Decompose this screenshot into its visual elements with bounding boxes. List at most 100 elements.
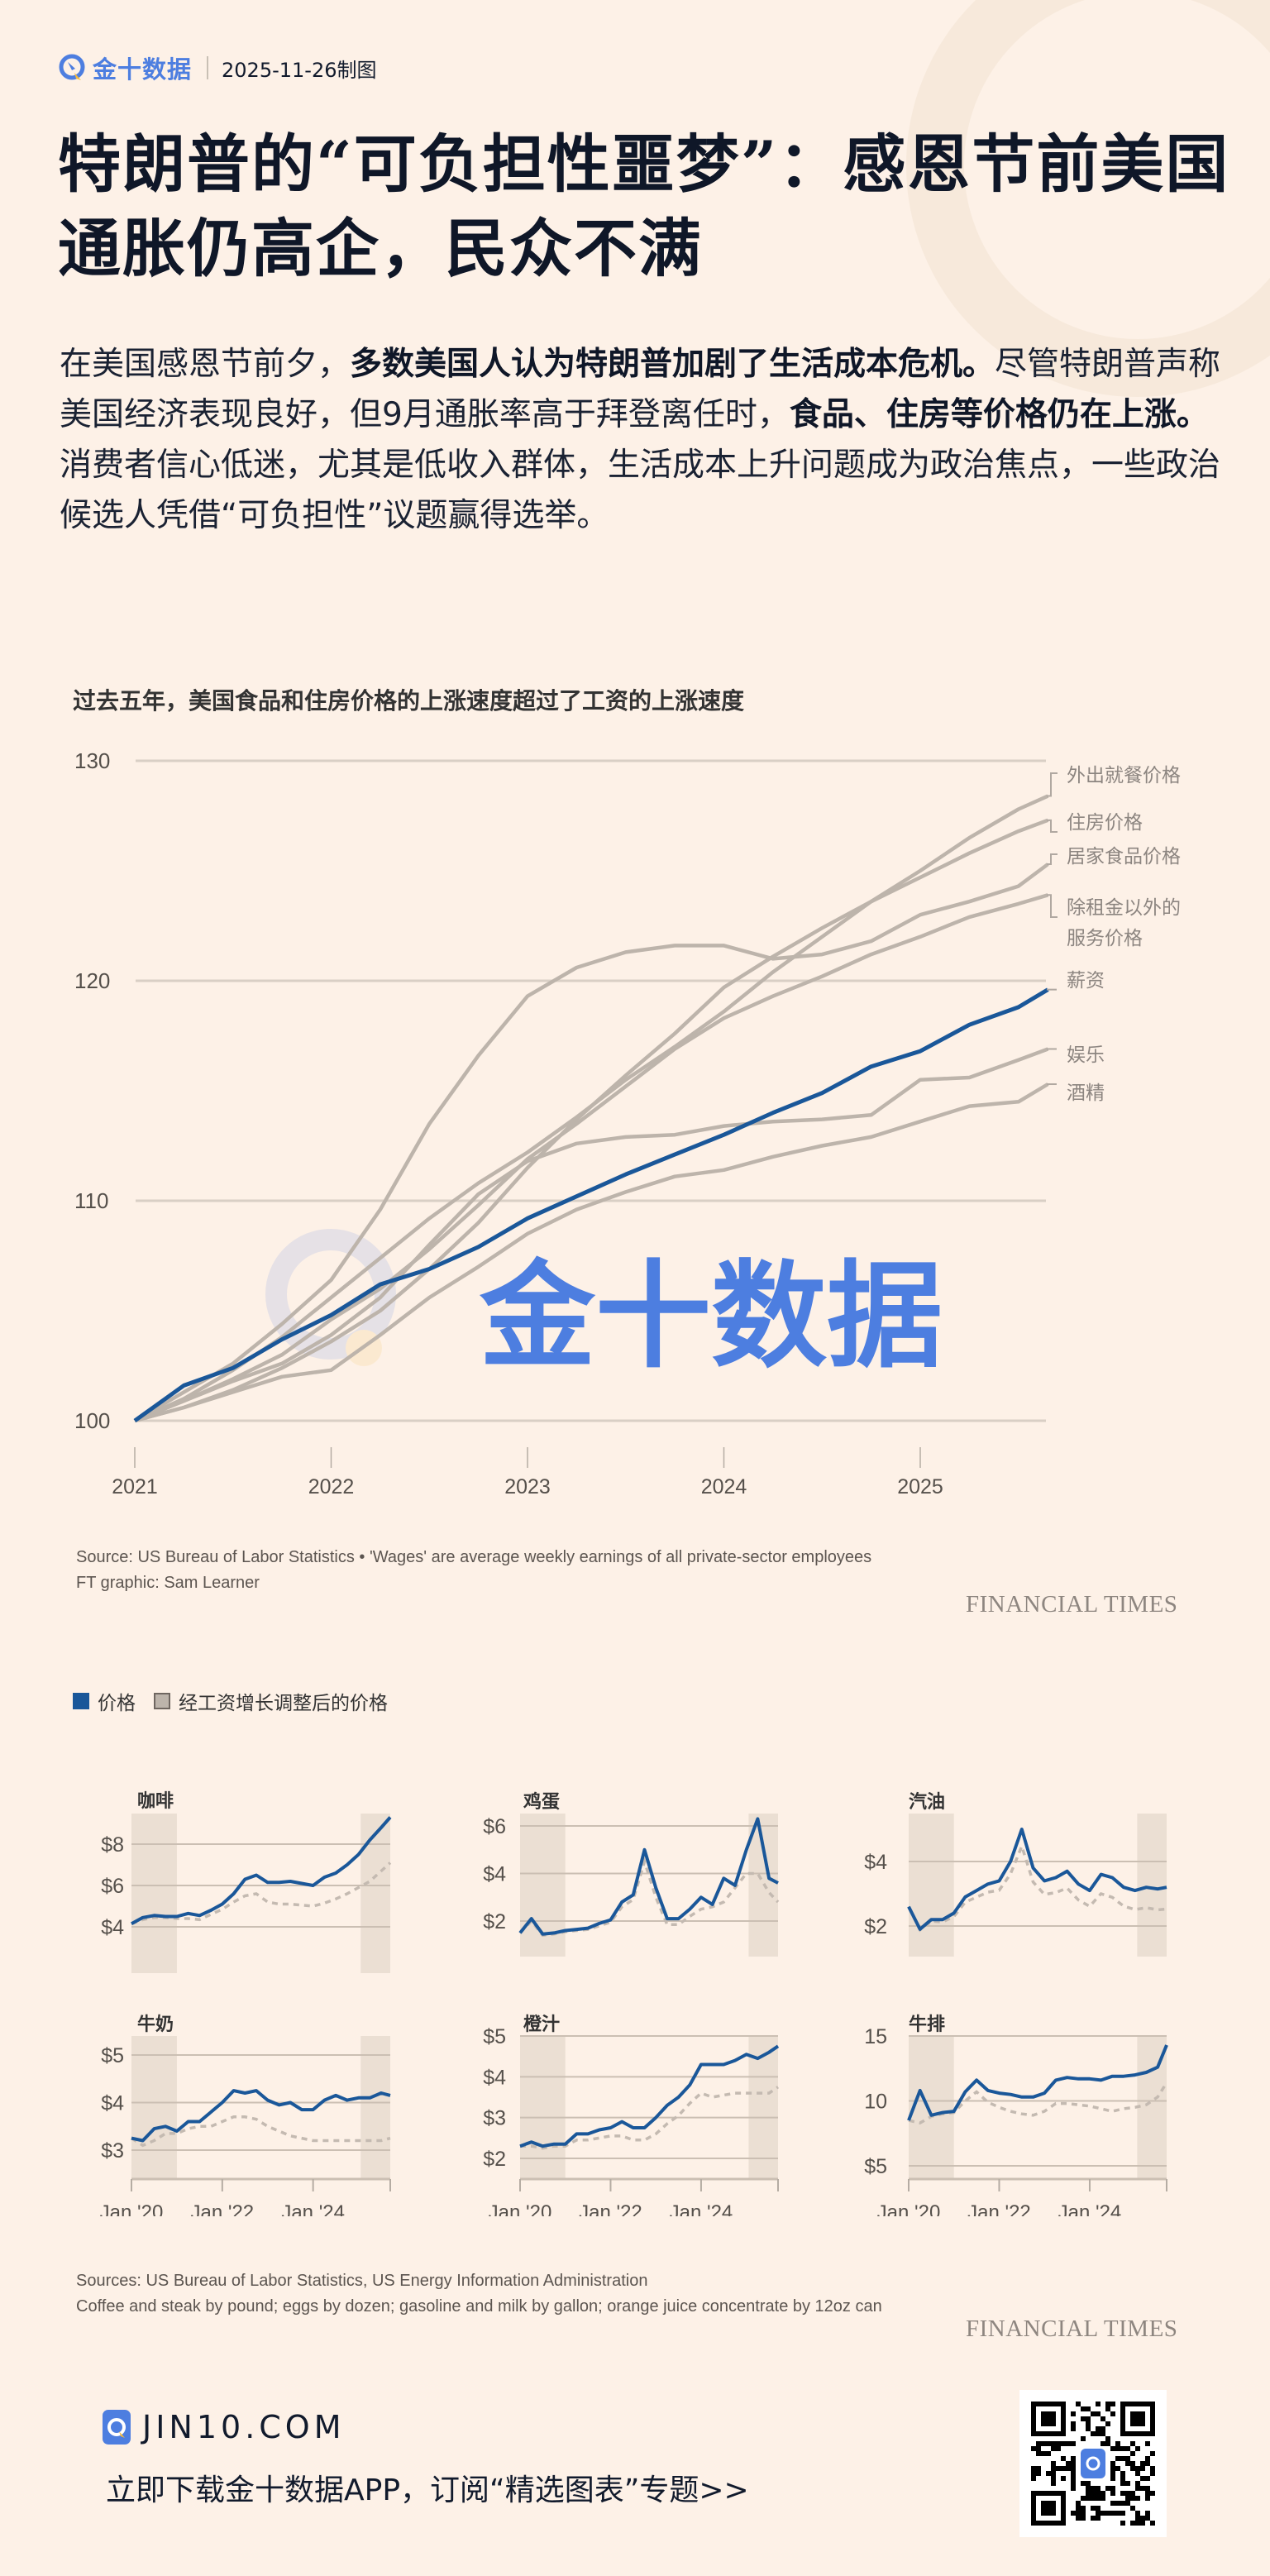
publisher-logo: FINANCIAL TIMES [966, 1591, 1178, 1618]
x-tick-label: 2023 [504, 1475, 551, 1498]
y-tick-label: 15 [864, 2025, 887, 2048]
y-tick-label: $2 [864, 1915, 887, 1938]
x-tick-label: Jan '20 [489, 2201, 552, 2216]
shaded-period [360, 1814, 390, 1973]
series-label: 酒精 [1067, 1082, 1105, 1103]
price-line [519, 2044, 780, 2148]
y-tick-label: 130 [74, 748, 110, 773]
y-tick-label: 100 [74, 1408, 110, 1433]
units-note: Coffee and steak by pound; eggs by dozen… [76, 2297, 882, 2316]
jin10-app-icon [103, 2410, 131, 2445]
intro-text: 消费者信心低迷，尤其是低收入群体，生活成本上升问题成为政治焦点，一些政治候选人凭… [60, 447, 1221, 534]
y-tick-label: $4 [483, 1863, 506, 1886]
multiples-source: Sources: US Bureau of Labor Statistics, … [76, 2268, 969, 2320]
panel-title: 牛排 [909, 2014, 945, 2034]
price-line [131, 1816, 392, 1926]
panel-title: 牛奶 [137, 2014, 174, 2034]
site-url[interactable]: JIN10.COM [142, 2409, 346, 2445]
x-tick-label: 2022 [308, 1475, 355, 1498]
y-tick-label: $4 [101, 1916, 124, 1939]
qr-code-icon[interactable] [1019, 2390, 1167, 2537]
main-chart-title: 过去五年，美国食品和住房价格的上涨速度超过了工资的上涨速度 [73, 687, 745, 714]
panel-title: 鸡蛋 [523, 1791, 560, 1812]
x-tick-label: 2021 [112, 1475, 158, 1498]
panel-2: $2 $4 汽油 [864, 1791, 1167, 1957]
x-tick-label: 2025 [897, 1475, 943, 1498]
y-tick-label: 120 [74, 968, 110, 993]
series-line-price-6 [134, 1082, 1049, 1423]
qr-center-logo [1081, 2449, 1105, 2478]
label-connector [1047, 819, 1058, 833]
y-tick-label: $4 [864, 1851, 887, 1874]
download-cta[interactable]: 立即下载金十数据APP，订阅“精选图表”专题>> [106, 2473, 749, 2507]
price-line [907, 2044, 1168, 2121]
series-line-wages [133, 987, 1049, 1423]
y-tick-label: $5 [864, 2155, 887, 2178]
x-tick-label: Jan '20 [877, 2201, 941, 2216]
page-title: 特朗普的“可负担性噩梦”：感恩节前美国通胀仍高企，民众不满 [58, 127, 1230, 285]
adjusted-price-line [131, 1862, 392, 1925]
small-multiples-legend: 价格 经工资增长调整后的价格 [73, 1687, 388, 1715]
shaded-period [748, 2036, 778, 2179]
panel-0: $4 $6 $8 咖啡 [101, 1790, 392, 1973]
y-tick-label: 10 [864, 2091, 887, 2114]
watermark: 金十数据 [265, 1229, 943, 1381]
series-line-price-1 [134, 818, 1049, 1423]
y-tick-label: 110 [74, 1188, 108, 1213]
adjusted-price-line [131, 2115, 391, 2148]
shaded-period [131, 2036, 177, 2179]
shaded-period [131, 1814, 177, 1973]
series-label: 居家食品价格 [1067, 845, 1181, 867]
legend-swatch-price [73, 1693, 89, 1709]
series-label: 住房价格 [1067, 811, 1143, 833]
credit-line: FT graphic: Sam Learner [76, 1574, 260, 1592]
legend-label-adjusted: 经工资增长调整后的价格 [179, 1693, 388, 1714]
main-line-chart: 金十数据 100 110 120 130 2021 2022 2023 2024 2025 外… [74, 748, 1181, 1498]
price-line [518, 1817, 779, 1936]
series-label: 娱乐 [1067, 1044, 1105, 1065]
panel-title: 橙汁 [523, 2014, 560, 2034]
panel-title: 汽油 [909, 1791, 945, 1812]
jin10-logo-icon [59, 54, 85, 80]
y-tick-label: $6 [101, 1875, 124, 1898]
panel-1: $2 $4 $6 鸡蛋 [483, 1791, 780, 1957]
y-tick-label: $3 [101, 2139, 124, 2163]
y-tick-label: $4 [101, 2092, 124, 2115]
label-connector [1047, 894, 1058, 918]
series-line-price-3 [134, 893, 1049, 1423]
source-line: Sources: US Bureau of Labor Statistics, … [76, 2272, 648, 2290]
x-tick-label: Jan '22 [579, 2201, 642, 2216]
intro-highlight: 多数美国人认为特朗普加剧了生活成本危机。 [350, 346, 995, 383]
series-label: 除租金以外的服务价格 [1067, 896, 1181, 949]
adjusted-price-line [520, 2086, 779, 2150]
panel-4: $2 $3 $4 $5 橙汁 Jan '20 Jan '22 Jan '24 [483, 2014, 780, 2216]
y-tick-label: $5 [101, 2044, 124, 2067]
header-divider [207, 56, 209, 79]
small-multiples-chart: $4 $6 $8 咖啡 $2 $4 $6 鸡蛋 $2 $4 汽油 $3 $4 $5 牛奶 Jan '20 Jan… [100, 1790, 1168, 2216]
publisher-logo: FINANCIAL TIMES [966, 2316, 1178, 2342]
intro-text: 在美国感恩节前夕， [60, 346, 351, 383]
brand-name: 金十数据 [93, 55, 193, 84]
shaded-period [1137, 1814, 1167, 1957]
shaded-period [909, 2036, 954, 2179]
series-label: 外出就餐价格 [1067, 764, 1181, 786]
panel-title: 咖啡 [137, 1790, 174, 1811]
shaded-period [520, 2036, 566, 2179]
x-tick-label: Jan '22 [967, 2201, 1031, 2216]
main-chart-source: Source: US Bureau of Labor Statistics • … [76, 1545, 952, 1596]
x-tick-label: Jan '24 [1058, 2201, 1122, 2216]
series-label: 薪资 [1067, 969, 1105, 991]
y-tick-label: $4 [483, 2066, 506, 2089]
series-line-price-5 [134, 1047, 1049, 1423]
x-tick-label: Jan '24 [281, 2201, 345, 2216]
x-tick-label: Jan '24 [670, 2201, 733, 2216]
intro-paragraph: 在美国感恩节前夕，多数美国人认为特朗普加剧了生活成本危机。尽管特朗普声称美国经济… [60, 339, 1234, 541]
shaded-period [909, 1814, 954, 1957]
intro-text: 尽管特朗普声称美国经济表现良好，但9月通胀率高于拜登离任时， [60, 346, 1221, 433]
legend-swatch-adjusted [154, 1693, 170, 1709]
shaded-period [360, 2036, 390, 2179]
y-tick-label: $2 [483, 1910, 506, 1933]
panel-5: $5 10 15 牛排 Jan '20 Jan '22 Jan '24 [864, 2014, 1168, 2216]
y-tick-label: $2 [483, 2148, 506, 2171]
footer-site[interactable]: JIN10.COM [103, 2409, 346, 2445]
